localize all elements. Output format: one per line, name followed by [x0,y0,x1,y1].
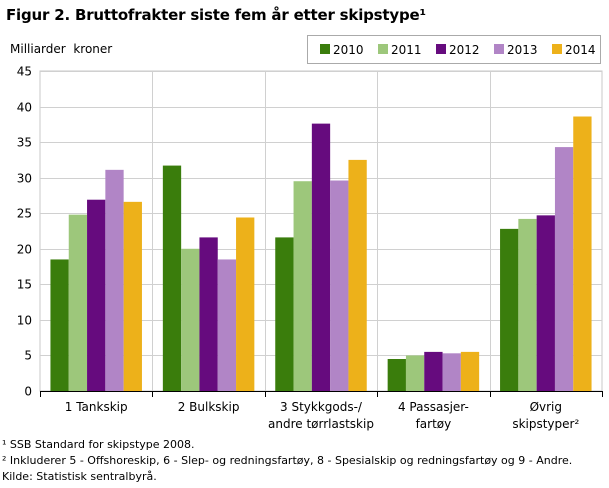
bar-2011-2 [181,248,200,391]
y-tick-label: 20 [17,243,32,257]
bar-2014-5 [573,116,592,391]
x-tick-label-line: 4 Passasjer- [398,400,469,414]
bar-2010-4 [387,359,406,391]
bar-2010-2 [162,165,182,391]
bar-2011-1 [68,214,88,391]
legend-label-2014: 2014 [565,43,596,57]
y-tick-label: 0 [24,385,32,399]
bar-2011-5 [518,218,537,391]
x-tick-label-line: 2 Bulkskip [178,400,240,414]
bar-2012-4 [424,351,443,391]
bar-2010-1 [50,259,69,391]
x-tick-label: 2 Bulkskip [178,400,240,414]
legend-label-2011: 2011 [391,43,422,57]
x-tick-label-line: fartøy [416,417,452,431]
legend-swatch-2012 [436,44,446,54]
bar-2010-5 [500,228,519,391]
bar-2014-2 [236,217,255,391]
x-tick-label-line: skipstyper² [512,417,579,431]
bar-2013-1 [105,169,124,391]
bar-2012-3 [311,123,331,391]
bar-2013-4 [442,353,461,391]
x-tick-label-line: andre tørrlastskip [268,417,374,431]
bar-2012-1 [87,199,106,391]
legend-label-2012: 2012 [449,43,480,57]
legend-box [307,35,601,64]
footnote-2: ² Inkluderer 5 - Offshoreskip, 6 - Slep-… [2,454,573,467]
legend-label-2013: 2013 [507,43,538,57]
y-tick-label: 30 [17,172,32,186]
legend-swatch-2010 [320,44,330,54]
bar-2011-3 [293,181,312,391]
legend-swatch-2014 [552,44,562,54]
x-tick-label: 1 Tankskip [65,400,128,414]
bar-2013-5 [554,147,574,391]
footnote-1: ¹ SSB Standard for skipstype 2008. [2,438,195,451]
bar-2012-5 [536,215,555,391]
bar-2014-3 [348,159,367,391]
y-tick-label: 45 [17,65,32,79]
x-tick-label-line: 3 Stykkgods-/ [280,400,363,414]
y-axis-label: Milliarder kroner [10,42,113,56]
bar-chart: 0 5 10 15 20 25 30 35 40 45 1 Tankskip 2 Bulkskip 3 … [17,35,603,431]
legend-swatch-2011 [378,44,388,54]
footnotes: ¹ SSB Standard for skipstype 2008. ² Ink… [2,437,572,485]
legend-label-2010: 2010 [333,43,364,57]
x-tick-label: 3 Stykkgods-/ andre tørrlastskip [268,400,374,431]
bar-2014-4 [460,351,480,391]
chart-title: Figur 2. Bruttofrakter siste fem år ette… [6,6,426,24]
bar-2013-3 [330,180,349,391]
y-tick-label: 15 [17,278,32,292]
source-note: Kilde: Statistisk sentralbyrå. [2,470,157,483]
y-tick-label: 5 [24,349,32,363]
bar-2013-2 [217,259,237,391]
bar-2014-1 [123,201,142,391]
y-tick-label: 25 [17,207,32,221]
legend-swatch-2013 [494,44,504,54]
bar-2010-3 [275,237,294,391]
y-tick-label: 40 [17,101,32,115]
x-tick-label: 4 Passasjer-fartøy [398,400,469,431]
bar-2011-4 [405,355,425,391]
x-tick-label-line: 1 Tankskip [65,400,128,414]
y-tick-label: 35 [17,136,32,150]
y-tick-label: 10 [17,314,32,328]
bar-2012-2 [199,237,218,391]
x-tick-label-line: Øvrig [530,400,562,414]
x-tick-label: Øvrig skipstyper² [512,400,579,431]
